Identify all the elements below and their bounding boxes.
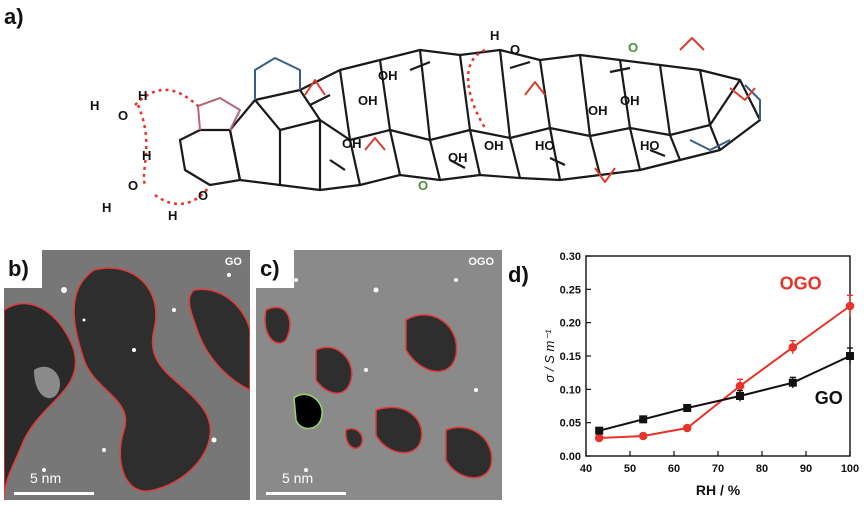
data-point-ogo [682,423,692,433]
panel-label-d: d) [508,262,529,287]
panel-label-c-background [256,250,294,288]
x-tick-label: 40 [580,463,592,475]
data-point-go [595,426,604,435]
x-tick-label: 80 [756,463,768,475]
carbonyl-o-1: O [418,178,428,193]
series-label-go: GO [815,388,843,408]
hydroxyl-ho-2: HO [640,138,660,153]
conductivity-vs-humidity-chart: 40 50 60 70 80 90 100 0.00 0.05 0.10 0.15 0.20 0.25 0… [542,251,859,498]
y-tick-label: 0.10 [560,384,581,396]
hydroxyl-ho-1: HO [535,138,555,153]
water-h-2: H [138,88,147,103]
y-axis-title: σ / S m⁻¹ [542,329,557,383]
panel-label-c: c) [260,256,280,281]
data-point-ogo [594,433,604,443]
hydroxyl-oh-4: OH [448,150,468,165]
panel-label-a: a) [4,4,24,29]
y-tick-label: 0.25 [560,284,581,296]
graphene-oxide-structure-diagram: H O H H O H H O OH OH OH OH OH OH OH HO … [90,28,762,223]
water-o-1: O [118,108,128,123]
x-tick-label: 70 [712,463,724,475]
micrograph-tag-go: GO [224,256,242,268]
series-label-ogo: OGO [780,273,822,293]
water-o-3: O [198,188,208,203]
hydroxyl-oh-6: OH [588,103,608,118]
x-axis-title: RH / % [696,482,741,498]
data-point-go [683,404,692,412]
data-point-go [788,378,797,387]
stem-image-ogo: c) OGO 5 nm [256,250,502,500]
series-line-ogo [599,305,851,439]
data-point-go [639,415,648,424]
hydroxyl-oh-2: OH [358,93,378,108]
x-tick-label: 60 [668,463,680,475]
panel-label-b: b) [8,256,29,281]
water-h-1: H [90,98,99,113]
hydroxyl-oh-3: OH [342,136,362,151]
data-point-go [846,352,854,360]
y-tick-label: 0.30 [560,251,581,263]
water-h-4: H [102,200,111,215]
y-tick-label: 0.00 [560,451,581,463]
micrograph-tag-ogo: OGO [468,256,494,268]
carbonyl-o-2: O [628,40,638,55]
x-tick-label: 90 [800,463,812,475]
hydroxyl-oh-1: OH [378,68,398,83]
x-tick-label: 50 [624,463,636,475]
data-point-ogo [638,431,648,441]
panel-label-b-background [4,250,42,288]
stem-image-go: b) GO 5 nm [4,250,250,500]
water-h-6: H [490,28,499,43]
series-line-go [598,355,851,432]
water-o-4: O [510,42,520,57]
y-tick-label: 0.20 [560,318,581,330]
x-tick-label: 100 [841,463,859,475]
data-point-ogo [735,381,745,391]
water-o-2: O [128,178,138,193]
data-point-ogo [845,301,855,311]
hydroxyl-oh-5: OH [484,138,504,153]
water-h-3: H [142,148,151,163]
y-tick-label: 0.15 [560,351,581,363]
data-point-go [736,392,744,400]
water-h-5: H [168,208,177,223]
scale-bar-label-c: 5 nm [282,470,314,486]
scale-bar-label-b: 5 nm [30,470,62,486]
data-point-ogo [788,343,798,352]
hydroxyl-oh-7: OH [620,93,640,108]
y-tick-label: 0.05 [560,418,581,430]
